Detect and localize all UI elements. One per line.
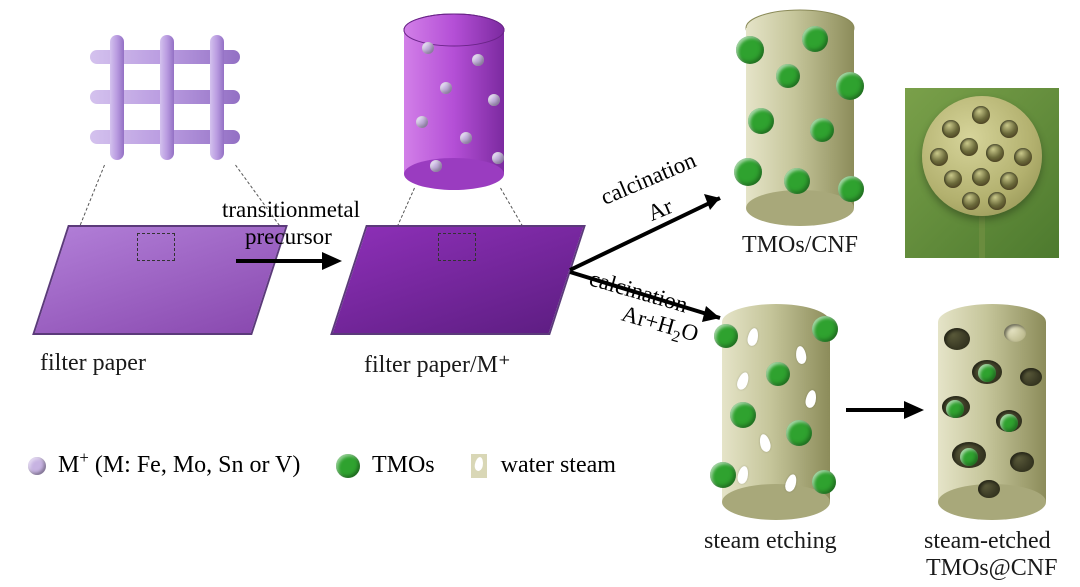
tmos-ball-icon <box>784 168 810 194</box>
tmos-ball-icon <box>802 26 828 52</box>
m-ion-dot-icon <box>472 54 484 66</box>
m-ion-dot-icon <box>460 132 472 144</box>
pore-hole-icon <box>1010 452 1034 472</box>
zoom-box <box>438 233 476 261</box>
tmos-ball-icon <box>960 448 978 466</box>
arrow-head-icon <box>904 401 924 419</box>
tmos-ball-icon <box>978 364 996 382</box>
arrow-precursor-bottom: precursor <box>245 225 332 249</box>
lotus-pod-image-icon <box>905 88 1059 258</box>
m-ion-dot-icon <box>422 42 434 54</box>
arrow-line <box>236 259 324 263</box>
legend: M+ (M: Fe, Mo, Sn or V) TMOs water steam <box>28 448 616 479</box>
m-ion-dot-icon <box>430 160 442 172</box>
legend-m-ion-icon <box>28 457 46 475</box>
precursor-cylinder-icon <box>400 12 508 192</box>
steam-etching-label: steam etching <box>704 528 837 555</box>
tmos-ball-icon <box>836 72 864 100</box>
tmos-ball-icon <box>710 462 736 488</box>
tmos-ball-icon <box>1000 414 1018 432</box>
arrow-line <box>846 408 906 412</box>
m-ion-dot-icon <box>440 82 452 94</box>
m-ion-dot-icon <box>488 94 500 106</box>
tmos-ball-icon <box>812 470 836 494</box>
filter-paper-label: filter paper <box>40 350 146 377</box>
tmos-ball-icon <box>748 108 774 134</box>
tmos-ball-icon <box>734 158 762 186</box>
m-ion-dot-icon <box>416 116 428 128</box>
pore-hole-icon <box>944 328 970 350</box>
tmos-ball-icon <box>766 362 790 386</box>
tmos-cnf-label: TMOs/CNF <box>742 232 858 259</box>
legend-steam-label: water steam <box>501 452 616 478</box>
legend-tmos-icon <box>336 454 360 478</box>
steam-etched-label-line2: TMOs@CNF <box>926 555 1057 582</box>
steam-etched-label-line1: steam-etched <box>924 528 1051 555</box>
pore-hole-icon <box>978 480 1000 498</box>
zoom-box <box>137 233 175 261</box>
tmos-ball-icon <box>812 316 838 342</box>
tmos-ball-icon <box>810 118 834 142</box>
filter-paper-grid-icon <box>80 30 250 180</box>
arrow-head-icon <box>322 252 342 270</box>
stage-tmos-cnf <box>740 8 860 228</box>
legend-steam-icon <box>471 454 487 478</box>
tmos-ball-icon <box>714 324 738 348</box>
pore-hole-icon <box>1004 324 1026 342</box>
arrow-precursor-top: transitionmetal <box>222 198 360 222</box>
tmos-ball-icon <box>730 402 756 428</box>
legend-tmos-label: TMOs <box>372 452 435 478</box>
legend-m-ion-label: M+ (M: Fe, Mo, Sn or V) <box>58 452 300 478</box>
pore-hole-icon <box>1020 368 1042 386</box>
filter-paper-m-label: filter paper/M⁺ <box>364 350 511 379</box>
tmos-ball-icon <box>946 400 964 418</box>
tmos-ball-icon <box>838 176 864 202</box>
stage-steam-etched <box>932 302 1052 522</box>
stage-steam-etching <box>716 302 836 522</box>
tmos-ball-icon <box>786 420 812 446</box>
tmos-ball-icon <box>736 36 764 64</box>
tmos-ball-icon <box>776 64 800 88</box>
m-ion-dot-icon <box>492 152 504 164</box>
